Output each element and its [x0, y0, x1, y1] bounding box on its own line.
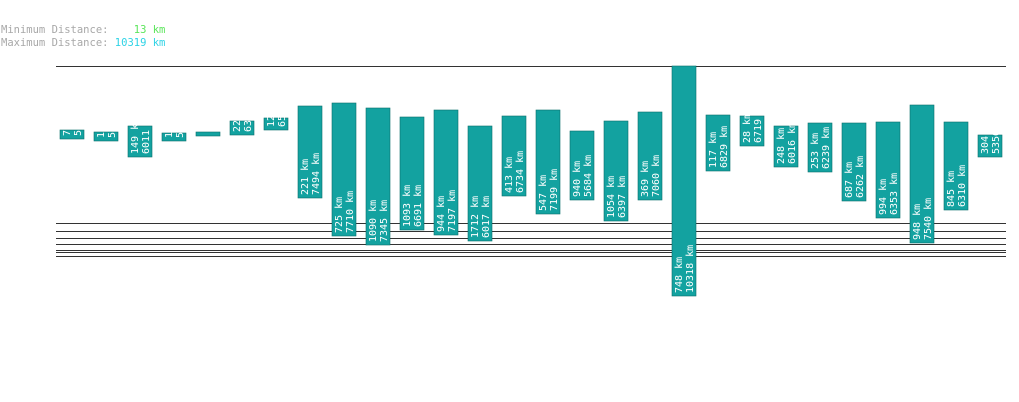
distance-bar: [331, 102, 357, 237]
max-distance-bar-label: 6011 km: [141, 112, 152, 154]
max-distance-bar-label: 5684 km: [583, 155, 594, 197]
distance-bar: [807, 122, 833, 173]
max-distance-bar-label: 10318 km: [685, 245, 696, 293]
min-distance-value: 13 km: [133, 24, 166, 36]
max-distance-bar-label: 7199 km: [549, 169, 560, 211]
max-distance-bar-label: 5770 km: [73, 94, 84, 136]
max-distance-bar-label: 7060 km: [651, 155, 662, 197]
distance-bar: [399, 116, 425, 231]
min-distance-bar-label: 30 km: [198, 89, 209, 119]
min-distance-bar-label: 12 km: [266, 97, 277, 127]
distance-bar: [229, 120, 255, 136]
min-distance-bar-label: 117 km: [164, 102, 175, 138]
max-distance-bar-label: 7197 km: [447, 190, 458, 232]
max-distance-bar-label: 6262 km: [855, 156, 866, 198]
distance-bar: [841, 122, 867, 202]
min-distance-bar-label: 117 km: [708, 132, 719, 168]
max-distance-bar-label: 6372 km: [243, 90, 254, 132]
min-distance-bar-label: 413 km: [504, 157, 515, 193]
min-distance-bar-label: 994 km: [878, 179, 889, 215]
distance-bar: [671, 65, 697, 297]
distance-stats: Minimum Distance: 13 km Maximum Distance…: [1, 24, 165, 50]
max-distance-bar-label: 6016 km: [787, 122, 798, 164]
max-distance-bar-label: 5356 km: [991, 112, 1002, 154]
max-distance-bar-label: 5533 km: [175, 96, 186, 138]
distance-bar: [127, 125, 153, 158]
distance-bar: [705, 114, 731, 172]
distance-bar: [161, 132, 187, 142]
max-distance-bar-label: 7540 km: [923, 198, 934, 240]
min-distance-bar-label: 547 km: [538, 175, 549, 211]
distance-bar: [637, 111, 663, 201]
distance-bar: [263, 117, 289, 131]
max-distance-bar-label: 5606 km: [107, 96, 118, 138]
min-distance-bar-label: 1090 km: [368, 200, 379, 242]
min-distance-bar-label: 845 km: [946, 171, 957, 207]
distance-bar: [433, 109, 459, 236]
max-distance-value: 10319 km: [114, 37, 166, 49]
distance-bar: [603, 120, 629, 222]
distance-bar: [773, 125, 799, 168]
max-distance-bar-label: 6569 km: [277, 85, 288, 127]
distance-bar: [365, 107, 391, 246]
max-distance-bar-label: 7710 km: [345, 191, 356, 233]
max-distance-bar-label: 6239 km: [821, 127, 832, 169]
min-distance-bar-label: 748 km: [674, 257, 685, 293]
min-distance-bar-label: 73 km: [62, 106, 73, 136]
min-distance-bar-label: 687 km: [844, 162, 855, 198]
min-distance-bar-label: 221 km: [300, 159, 311, 195]
min-distance-bar-label: 253 km: [810, 133, 821, 169]
distance-bar: [501, 115, 527, 197]
min-distance-bar-label: 1712 km: [470, 196, 481, 238]
min-distance-bar-label: 101 km: [96, 102, 107, 138]
distance-bar: [943, 121, 969, 211]
min-distance-bar-label: 304 km: [980, 118, 991, 154]
distance-bar: [467, 125, 493, 242]
min-distance-bar-label: 369 km: [640, 161, 651, 197]
max-distance-bar-label: 6353 km: [889, 173, 900, 215]
min-distance-bar-label: 149 km: [130, 118, 141, 154]
distance-bar: [59, 129, 85, 140]
distance-bar: [875, 121, 901, 219]
distance-bar: [569, 130, 595, 201]
distance-bar: [535, 109, 561, 215]
max-distance-bar-label: 5603 km: [209, 77, 220, 119]
min-distance-bar-label: 1054 km: [606, 176, 617, 218]
distance-bar: [297, 105, 323, 199]
distance-bar: [93, 131, 119, 142]
max-distance-bar-label: 6691 km: [413, 185, 424, 227]
max-distance-bar-label: 6397 km: [617, 176, 628, 218]
max-distance-bar-label: 6017 km: [481, 196, 492, 238]
distance-bar: [909, 104, 935, 244]
max-distance-bar-label: 6310 km: [957, 165, 968, 207]
max-distance-bar-label: 7494 km: [311, 153, 322, 195]
min-distance-bar-label: 22 km: [232, 102, 243, 132]
min-distance-bar-label: 940 km: [572, 161, 583, 197]
distance-bar: [977, 134, 1003, 158]
min-distance-bar-label: 725 km: [334, 197, 345, 233]
min-distance-bar-label: 248 km: [776, 128, 787, 164]
max-distance-label: Maximum Distance:: [1, 37, 109, 49]
min-distance-label: Minimum Distance:: [1, 24, 109, 36]
max-distance-bar-label: 6829 km: [719, 126, 730, 168]
distance-bar: [195, 131, 221, 137]
min-distance-bar-label: 944 km: [436, 196, 447, 232]
distance-bar: [739, 115, 765, 147]
min-distance-bar-label: 948 km: [912, 204, 923, 240]
max-distance-bar-label: 6719 km: [753, 101, 764, 143]
min-distance-bar-label: 1093 km: [402, 185, 413, 227]
max-distance-bar-label: 7345 km: [379, 200, 390, 242]
min-distance-bar-label: 28 km: [742, 113, 753, 143]
max-distance-bar-label: 6734 km: [515, 151, 526, 193]
